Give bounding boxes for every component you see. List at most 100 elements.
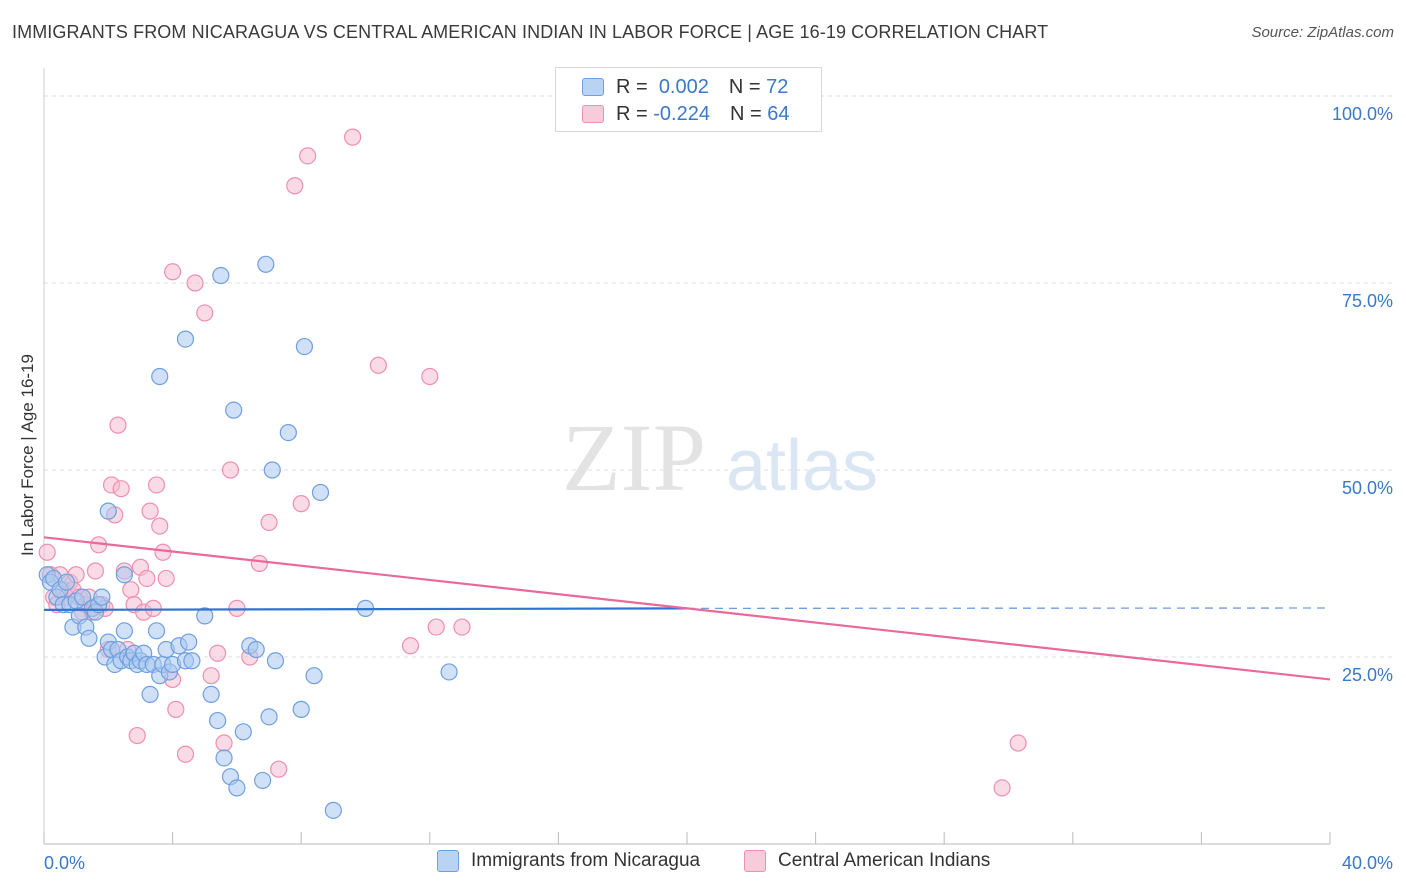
x-tick-label-max: 40.0% [1342,853,1393,873]
point-central-american [453,618,471,636]
point-nicaragua [292,700,310,718]
point-central-american [344,128,362,146]
data-points [38,128,1027,819]
point-central-american [427,618,445,636]
point-central-american [144,599,162,617]
point-nicaragua [225,401,243,419]
point-central-american [122,581,140,599]
point-nicaragua [141,685,159,704]
point-central-american [151,517,169,535]
point-nicaragua [295,337,314,356]
point-nicaragua [263,461,281,479]
point-central-american [202,667,220,685]
point-nicaragua [147,622,166,640]
point-nicaragua [311,483,330,502]
x-tick-label-min: 0.0% [44,853,85,873]
point-nicaragua [180,633,198,651]
source-label: Source: ZipAtlas.com [1251,24,1394,41]
point-central-american [221,461,240,479]
legend-n-label: N = [728,75,761,98]
point-nicaragua [440,663,458,681]
point-nicaragua [257,255,275,273]
bottom-legend-label: Central American Indians [778,850,991,871]
point-central-american [250,554,269,573]
point-nicaragua [215,749,233,767]
point-nicaragua [93,588,111,606]
legend-r-value: -0.224 [653,102,710,125]
tick-labels: 25.0% 50.0% 75.0% 100.0% 0.0% 40.0% [44,104,1393,873]
point-nicaragua [99,502,117,520]
legend-row-central-american: R = -0.224 N = 64 [582,101,789,127]
point-nicaragua [202,685,220,704]
point-nicaragua [228,779,246,797]
point-central-american [141,502,159,520]
bottom-legend-central-american: Central American Indians [744,850,990,872]
point-central-american [286,177,304,195]
bottom-legend-swatch-pink [744,850,766,872]
trend-line-central-american [43,536,1331,681]
point-nicaragua [176,330,195,348]
legend-row-nicaragua: R = 0.002 N = 72 [582,74,788,100]
trend-lines [43,536,1331,681]
point-central-american [147,476,166,494]
bottom-legend-label: Immigrants from Nicaragua [471,850,701,871]
grid-lines [44,95,1392,658]
point-nicaragua [260,708,278,726]
point-nicaragua [209,711,227,730]
bottom-legend-nicaragua: Immigrants from Nicaragua [437,850,700,872]
point-central-american [138,569,156,588]
point-nicaragua [115,622,133,640]
y-tick-label: 75.0% [1342,291,1393,311]
point-central-american [176,745,195,763]
point-central-american [260,513,278,531]
point-central-american [167,700,185,718]
legend-r-label: R = [616,102,648,125]
watermark-atlas: atlas [726,426,878,506]
point-central-american [292,495,310,513]
point-central-american [270,760,288,778]
point-central-american [154,543,172,561]
point-nicaragua [73,588,92,606]
point-central-american [164,263,182,281]
watermark: ZIP atlas [562,404,878,511]
legend-swatch-pink [582,105,604,123]
point-nicaragua [324,801,342,819]
point-nicaragua [57,573,76,591]
legend-r-value: 0.002 [658,75,709,98]
y-tick-label: 100.0% [1332,104,1393,124]
point-central-american [38,543,56,561]
y-tick-label: 50.0% [1342,478,1393,498]
watermark-zip: ZIP [562,404,706,511]
point-central-american [401,637,420,655]
y-tick-label: 25.0% [1342,665,1393,685]
point-nicaragua [305,667,323,685]
point-central-american [299,147,317,165]
point-nicaragua [183,652,201,670]
legend-n-value: 72 [766,75,789,98]
point-central-american [186,274,204,292]
point-central-american [993,779,1011,797]
point-central-american [157,569,175,588]
point-central-american [86,562,105,580]
point-central-american [196,304,214,322]
legend-r-label: R = [616,75,648,98]
point-nicaragua [196,607,214,625]
point-nicaragua [151,367,169,386]
legend-n-label: N = [729,102,762,125]
bottom-legend-swatch-blue [437,850,459,872]
point-central-american [369,356,387,374]
chart-title: IMMIGRANTS FROM NICARAGUA VS CENTRAL AME… [12,22,1049,42]
point-nicaragua [254,771,272,790]
point-central-american [109,416,127,434]
point-central-american [128,726,146,745]
point-nicaragua [247,640,265,659]
point-nicaragua [279,424,297,442]
point-central-american [1009,734,1027,752]
y-axis-label: In Labor Force | Age 16-19 [18,354,37,556]
point-nicaragua [80,629,98,647]
point-central-american [421,367,439,386]
point-nicaragua [234,723,252,741]
point-nicaragua [115,566,133,584]
legend-swatch-blue [582,78,604,96]
